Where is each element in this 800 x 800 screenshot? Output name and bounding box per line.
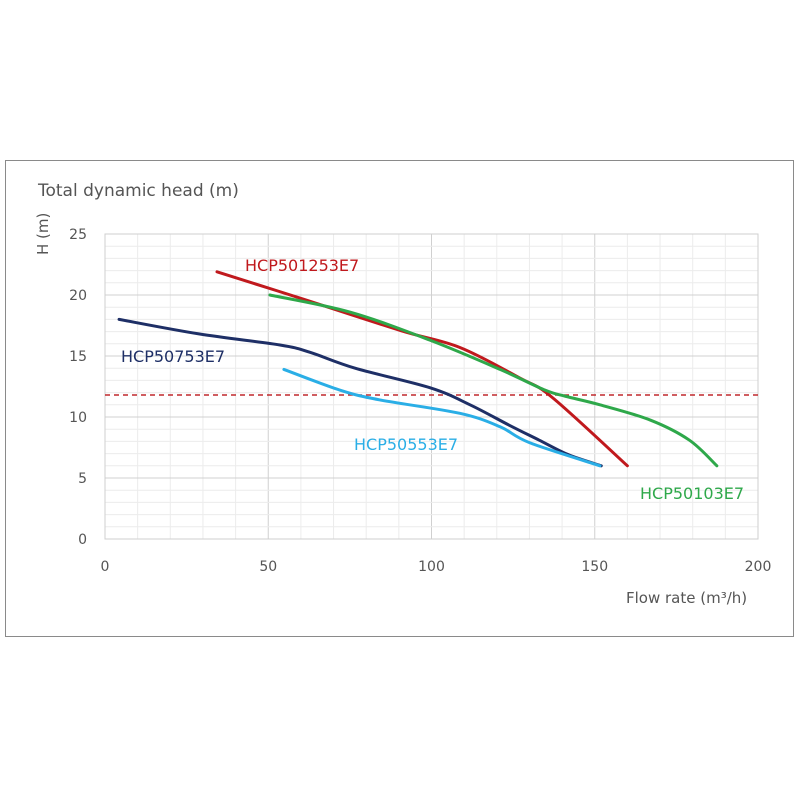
series-line-HCP50103E7 [268, 293, 719, 468]
y-tick-label: 0 [78, 532, 87, 548]
series-label: HCP50553E7 [354, 435, 458, 454]
plot-area [104, 233, 759, 540]
y-tick-label: 10 [69, 410, 87, 426]
x-tick-label: 200 [745, 559, 772, 575]
series-line-HCP50753E7 [117, 317, 603, 468]
series-line-HCP50553E7 [282, 367, 602, 468]
x-tick-label: 0 [101, 559, 110, 575]
chart-title: Total dynamic head (m) [38, 181, 239, 201]
series-label: HCP50103E7 [640, 484, 744, 503]
x-tick-label: 50 [259, 559, 277, 575]
chart-frame [5, 160, 794, 637]
x-tick-label: 100 [418, 559, 445, 575]
y-tick-label: 20 [69, 288, 87, 304]
x-tick-label: 150 [581, 559, 608, 575]
x-axis-label: Flow rate (m³/h) [626, 589, 748, 607]
y-tick-label: 15 [69, 349, 87, 365]
y-tick-label: 5 [78, 471, 87, 487]
series-label: HCP501253E7 [245, 256, 359, 275]
series-label: HCP50753E7 [121, 347, 225, 366]
y-tick-label: 25 [69, 227, 87, 243]
series-line-HCP501253E7 [215, 270, 629, 468]
